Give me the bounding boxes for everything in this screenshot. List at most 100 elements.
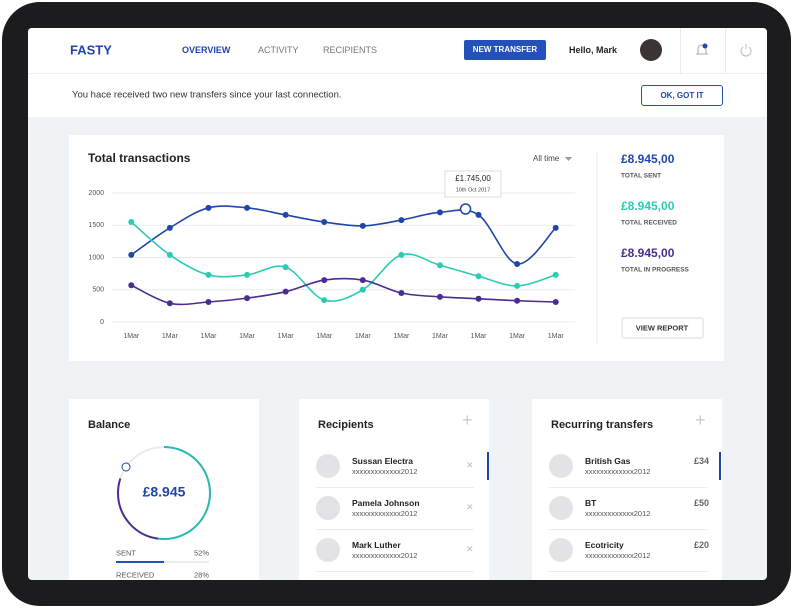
row-divider [316,487,474,488]
summary-label: TOTAL SENT [621,173,661,180]
row-divider [316,529,474,530]
data-point [359,222,366,229]
data-point [244,295,251,302]
remove-button[interactable]: ✕ [466,544,474,554]
data-point [475,295,482,302]
divider [725,28,726,73]
row-divider [549,571,707,572]
summary-label: TOTAL IN PROGRESS [621,267,690,274]
y-tick-label: 1000 [88,254,104,261]
logo[interactable]: FASTY [70,42,112,58]
item-amount: £50 [693,498,709,508]
active-indicator [719,452,721,480]
data-point [321,297,328,304]
nav-item[interactable]: RECIPIENTS [323,45,378,55]
data-point [128,282,135,289]
balance-percent: 28% [193,570,209,580]
item-name[interactable]: Mark Luther [352,540,401,550]
data-point [514,260,521,267]
data-point [514,297,521,304]
chart-card: Total transactions All time 0 500 1000 1500 20… [69,135,724,361]
data-point [166,300,173,307]
summary-label: TOTAL RECEIVED [621,220,677,227]
balance-amount: £8.945 [143,484,186,500]
avatar[interactable] [640,39,662,61]
notice-text: You hace received two new transfers sinc… [72,89,342,101]
y-tick-label: 0 [100,319,104,326]
item-name[interactable]: British Gas [585,456,631,466]
x-tick-label: 1Mar [355,333,372,340]
item-account: xxxxxxxxxxxxx2012 [585,551,651,560]
item-name[interactable]: BT [585,498,597,508]
ok-button[interactable]: OK, GOT IT [641,85,723,106]
avatar [316,454,340,478]
data-point [205,271,212,278]
x-tick-label: 1Mar [200,333,217,340]
x-tick-label: 1Mar [239,333,256,340]
row-divider [549,487,707,488]
ring-segment [117,446,211,540]
item-account: xxxxxxxxxxxxx2012 [352,551,418,560]
data-point [244,204,251,211]
avatar [316,538,340,562]
data-point [436,293,443,300]
ring-segment [117,446,211,540]
add-button[interactable]: + [695,410,706,430]
data-point [552,271,559,278]
data-point [321,219,328,226]
add-button[interactable]: + [462,410,473,430]
recurring-card: Recurring transfers + British Gas xxxxxxxxx… [532,399,722,580]
x-tick-label: 1Mar [316,333,333,340]
item-account: xxxxxxxxxxxxx2012 [585,467,651,476]
balance-label: SENT [116,548,137,558]
new-transfer-button[interactable]: NEW TRANSFER [464,40,546,60]
bell-icon[interactable] [695,42,709,58]
summary-amount: £8.945,00 [621,152,675,166]
remove-button[interactable]: ✕ [466,502,474,512]
item-name[interactable]: Sussan Electra [352,456,413,466]
data-point [436,262,443,269]
view-report-button[interactable] [621,317,704,339]
series-line [130,221,556,302]
balance-ring: £8.945 [117,446,211,540]
nav-item[interactable]: ACTIVITY [258,45,299,55]
avatar [549,454,573,478]
nav-item[interactable]: OVERVIEW [182,45,231,55]
data-point [475,211,482,218]
item-name[interactable]: Ecotricity [585,540,624,550]
tooltip-date: 10th Oct 2017 [456,187,491,193]
x-tick-label: 1Mar [393,333,410,340]
y-tick-label: 2000 [88,190,104,197]
data-point [282,211,289,218]
ring-handle [121,462,131,472]
data-point [244,271,251,278]
data-point [166,251,173,258]
data-point [398,251,405,258]
data-point [475,273,482,280]
item-amount: £34 [693,456,709,466]
data-point [398,289,405,296]
card-title: Balance [88,419,131,431]
view-report-text[interactable]: VIEW REPORT [636,323,689,332]
tooltip [444,170,502,198]
item-name[interactable]: Pamela Johnson [352,498,420,508]
x-tick-label: 1Mar [548,333,565,340]
data-point [552,224,559,231]
item-account: xxxxxxxxxxxxx2012 [352,509,418,518]
power-icon[interactable] [739,43,753,57]
x-tick-label: 1Mar [123,333,140,340]
avatar [316,496,340,520]
balance-bar [116,561,165,563]
chart-title: Total transactions [88,151,191,165]
tooltip-value: £1.745,00 [455,174,491,183]
item-amount: £20 [693,540,709,550]
filter: All time [533,154,560,163]
balance-percent: 52% [193,548,209,558]
active-indicator [487,452,489,480]
data-point [359,277,366,284]
remove-button[interactable]: ✕ [466,460,474,470]
x-tick-label: 1Mar [432,333,449,340]
item-account: xxxxxxxxxxxxx2012 [352,467,418,476]
data-point [205,204,212,211]
